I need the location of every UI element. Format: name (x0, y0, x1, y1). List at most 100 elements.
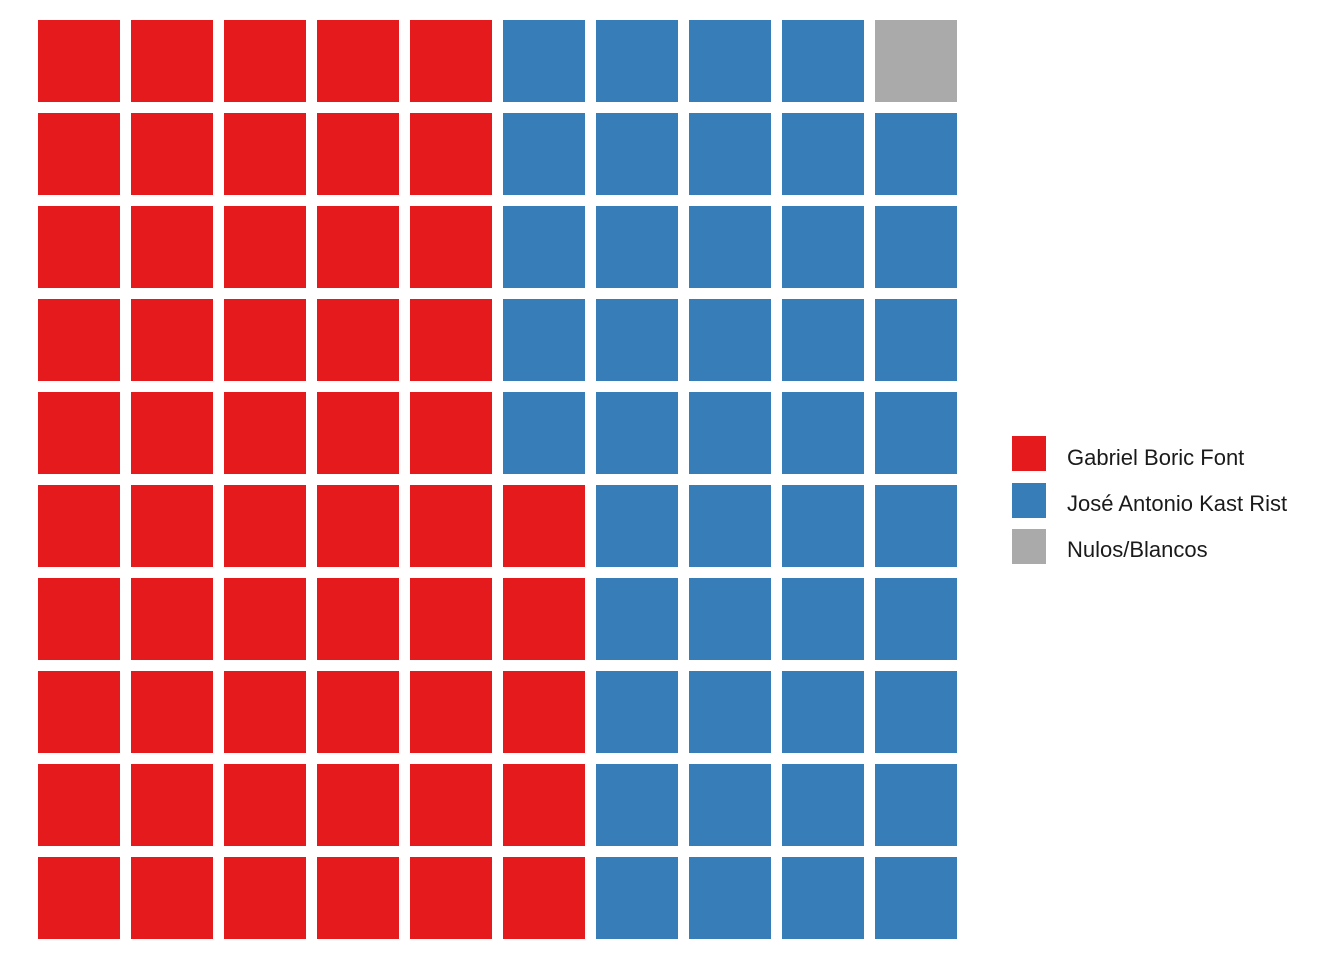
waffle-cell-boric (38, 578, 120, 660)
legend-entry-nulos: Nulos/Blancos (1012, 529, 1208, 564)
waffle-cell-kast (689, 764, 771, 846)
waffle-cell-boric (410, 206, 492, 288)
waffle-cell-boric (38, 20, 120, 102)
waffle-cell-boric (503, 671, 585, 753)
waffle-cell-boric (317, 113, 399, 195)
waffle-cell-kast (782, 20, 864, 102)
waffle-cell-boric (224, 206, 306, 288)
waffle-cell-boric (131, 857, 213, 939)
legend-entry-boric: Gabriel Boric Font (1012, 436, 1244, 471)
waffle-cell-kast (782, 485, 864, 567)
waffle-cell-kast (596, 578, 678, 660)
waffle-cell-boric (317, 764, 399, 846)
waffle-cell-kast (596, 206, 678, 288)
waffle-cell-boric (224, 113, 306, 195)
waffle-cell-boric (317, 857, 399, 939)
waffle-cell-kast (596, 671, 678, 753)
waffle-cell-kast (782, 578, 864, 660)
waffle-cell-kast (875, 578, 957, 660)
waffle-cell-kast (689, 392, 771, 474)
waffle-cell-boric (131, 578, 213, 660)
waffle-cell-boric (503, 485, 585, 567)
waffle-cell-kast (782, 299, 864, 381)
waffle-cell-boric (224, 392, 306, 474)
waffle-cell-boric (224, 578, 306, 660)
waffle-cell-boric (224, 485, 306, 567)
waffle-cell-boric (224, 671, 306, 753)
waffle-cell-kast (596, 392, 678, 474)
waffle-cell-kast (503, 113, 585, 195)
waffle-cell-kast (875, 671, 957, 753)
waffle-cell-boric (410, 764, 492, 846)
waffle-cell-kast (875, 113, 957, 195)
legend: Gabriel Boric Font José Antonio Kast Ris… (1012, 436, 1287, 564)
waffle-cell-kast (503, 20, 585, 102)
waffle-cell-boric (317, 206, 399, 288)
waffle-cell-boric (410, 299, 492, 381)
waffle-cell-boric (410, 392, 492, 474)
waffle-cell-boric (131, 299, 213, 381)
waffle-cell-kast (596, 113, 678, 195)
waffle-cell-kast (689, 485, 771, 567)
waffle-cell-kast (875, 764, 957, 846)
waffle-cell-kast (875, 299, 957, 381)
waffle-cell-boric (38, 671, 120, 753)
waffle-cell-boric (131, 485, 213, 567)
waffle-cell-boric (503, 857, 585, 939)
waffle-cell-boric (131, 113, 213, 195)
waffle-cell-boric (410, 20, 492, 102)
waffle-cell-boric (317, 578, 399, 660)
waffle-cell-boric (410, 113, 492, 195)
waffle-cell-boric (131, 206, 213, 288)
legend-swatch-kast (1012, 483, 1046, 518)
waffle-cell-boric (224, 299, 306, 381)
waffle-cell-kast (875, 392, 957, 474)
waffle-cell-kast (782, 206, 864, 288)
waffle-cell-boric (131, 671, 213, 753)
waffle-cell-kast (782, 764, 864, 846)
waffle-cell-kast (782, 857, 864, 939)
waffle-cell-kast (503, 206, 585, 288)
waffle-cell-kast (596, 764, 678, 846)
waffle-cell-boric (131, 764, 213, 846)
waffle-cell-kast (689, 671, 771, 753)
legend-entry-kast: José Antonio Kast Rist (1012, 483, 1287, 518)
legend-label-kast: José Antonio Kast Rist (1067, 491, 1287, 516)
waffle-cell-boric (503, 578, 585, 660)
waffle-cell-kast (596, 299, 678, 381)
waffle-cell-boric (38, 392, 120, 474)
waffle-cell-boric (38, 485, 120, 567)
waffle-cell-kast (875, 857, 957, 939)
waffle-cell-boric (317, 20, 399, 102)
waffle-cell-boric (131, 392, 213, 474)
legend-label-boric: Gabriel Boric Font (1067, 445, 1244, 470)
waffle-cell-boric (224, 764, 306, 846)
waffle-cell-kast (689, 578, 771, 660)
waffle-cell-boric (317, 485, 399, 567)
legend-swatch-boric (1012, 436, 1046, 471)
waffle-cell-kast (596, 485, 678, 567)
waffle-cell-kast (782, 392, 864, 474)
waffle-cell-kast (596, 20, 678, 102)
waffle-cell-nulos (875, 20, 957, 102)
legend-label-nulos: Nulos/Blancos (1067, 537, 1208, 562)
waffle-cell-kast (689, 299, 771, 381)
waffle-cell-boric (38, 113, 120, 195)
waffle-cell-kast (689, 857, 771, 939)
waffle-cell-kast (596, 857, 678, 939)
waffle-cell-kast (689, 20, 771, 102)
waffle-cell-kast (503, 392, 585, 474)
waffle-cell-kast (782, 113, 864, 195)
waffle-cell-kast (875, 206, 957, 288)
waffle-cell-boric (38, 299, 120, 381)
waffle-cell-boric (410, 578, 492, 660)
waffle-cell-boric (317, 299, 399, 381)
waffle-cell-kast (689, 113, 771, 195)
waffle-cell-boric (224, 857, 306, 939)
waffle-cell-boric (410, 857, 492, 939)
waffle-cell-boric (503, 764, 585, 846)
waffle-cell-boric (317, 392, 399, 474)
waffle-cell-boric (410, 671, 492, 753)
waffle-cell-boric (131, 20, 213, 102)
